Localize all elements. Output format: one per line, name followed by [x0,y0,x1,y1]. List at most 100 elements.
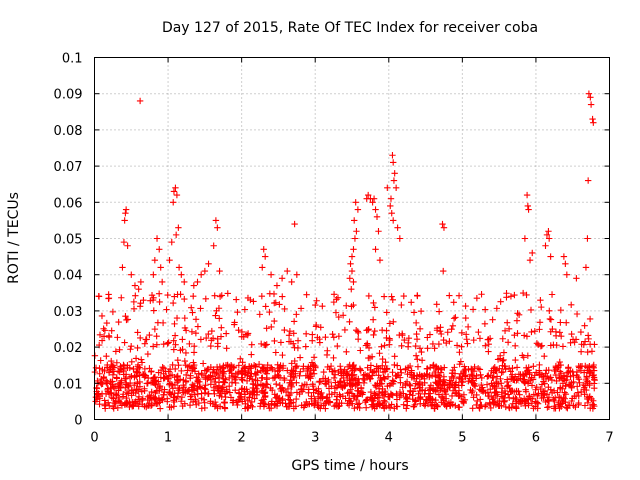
data-point [137,334,144,342]
data-point [568,301,575,308]
data-point [190,292,197,300]
data-point [109,371,117,379]
data-point [144,402,152,410]
data-point [505,325,513,332]
data-point [178,367,185,375]
data-point [190,282,198,289]
data-point [256,403,264,410]
data-point [305,389,312,397]
data-point [219,365,227,372]
data-point [435,308,443,315]
data-point [237,355,244,363]
data-point [253,385,260,392]
data-point [371,381,379,389]
data-point [214,387,222,394]
data-point [469,373,476,381]
data-point [369,199,376,206]
data-point [406,381,413,389]
data-point [369,316,377,323]
data-point [130,305,138,313]
data-point [211,403,219,410]
data-point [370,299,377,307]
data-point [557,319,564,326]
data-point [523,333,531,340]
x-axis-tick-labels: 0 1 2 3 4 5 6 7 [90,431,613,446]
data-point [389,380,397,387]
data-point [489,374,496,381]
data-point [132,292,139,299]
data-point [205,330,212,338]
data-point [258,292,266,300]
data-point [533,399,541,406]
data-point [254,369,261,376]
data-point [417,308,425,315]
data-point [512,356,519,364]
data-point [554,389,561,396]
data-point [491,382,498,389]
data-point [428,402,435,410]
data-point [302,330,310,338]
data-point [336,391,343,398]
data-point [513,364,521,371]
data-point [368,372,376,379]
data-point [481,403,489,410]
data-point [556,329,563,336]
data-point [381,398,389,406]
data-point [450,315,458,322]
data-point [101,367,108,375]
data-point [351,235,359,242]
data-point [390,177,398,184]
data-point [473,401,480,409]
data-point [487,404,495,412]
data-point [542,242,549,249]
data-point [389,152,396,159]
data-point [284,403,292,410]
data-point [306,373,313,380]
data-point [128,271,135,278]
data-point [101,327,109,334]
data-point [243,377,251,385]
data-point [308,400,315,407]
data-point [252,381,259,389]
data-point [182,349,190,357]
data-point [109,378,116,385]
data-point [438,366,445,373]
data-point [459,378,466,386]
data-point [530,405,537,412]
data-point [343,302,350,309]
data-point [302,401,309,409]
data-point [316,378,323,386]
data-point [377,376,385,384]
data-point [181,400,188,407]
data-point [261,400,269,408]
data-point [171,320,178,328]
data-point [117,363,124,370]
data-point [140,371,148,379]
data-point [435,340,443,348]
data-point [402,380,409,387]
data-point [177,347,184,354]
data-point [314,390,322,397]
data-point [259,264,266,271]
data-point [246,394,253,401]
data-point [380,293,388,300]
data-point [346,389,353,396]
data-point [396,235,404,242]
data-point [434,402,441,410]
data-point [162,368,169,375]
data-point [440,224,448,231]
data-point [195,370,202,377]
data-point [313,297,320,304]
data-point [399,331,406,339]
data-point [382,358,389,366]
data-point [286,400,294,407]
data-point [316,335,323,343]
data-point [440,267,447,275]
data-point [544,404,551,411]
data-point [580,369,588,376]
data-point [394,224,401,231]
data-point [275,364,283,372]
data-point [170,188,178,195]
data-point [188,328,196,335]
data-point [127,343,135,350]
